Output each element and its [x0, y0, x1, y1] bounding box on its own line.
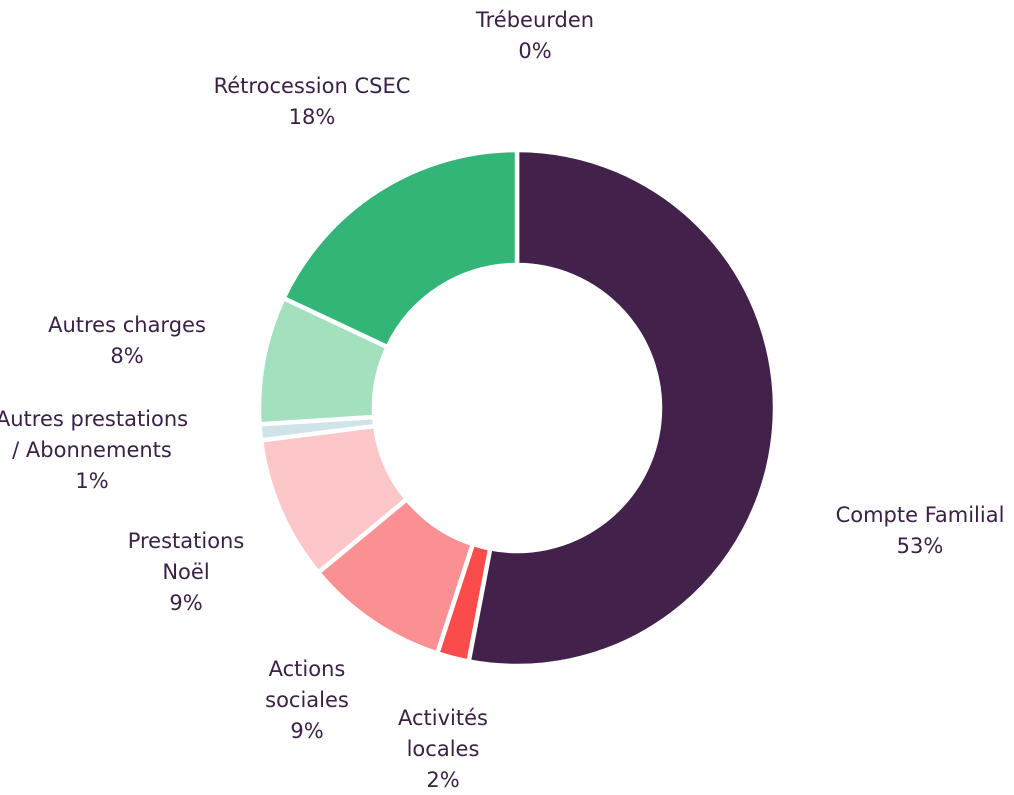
donut-slice-retrocession-csec: [281, 147, 520, 350]
donut-slice-compte-familial: [466, 147, 778, 669]
